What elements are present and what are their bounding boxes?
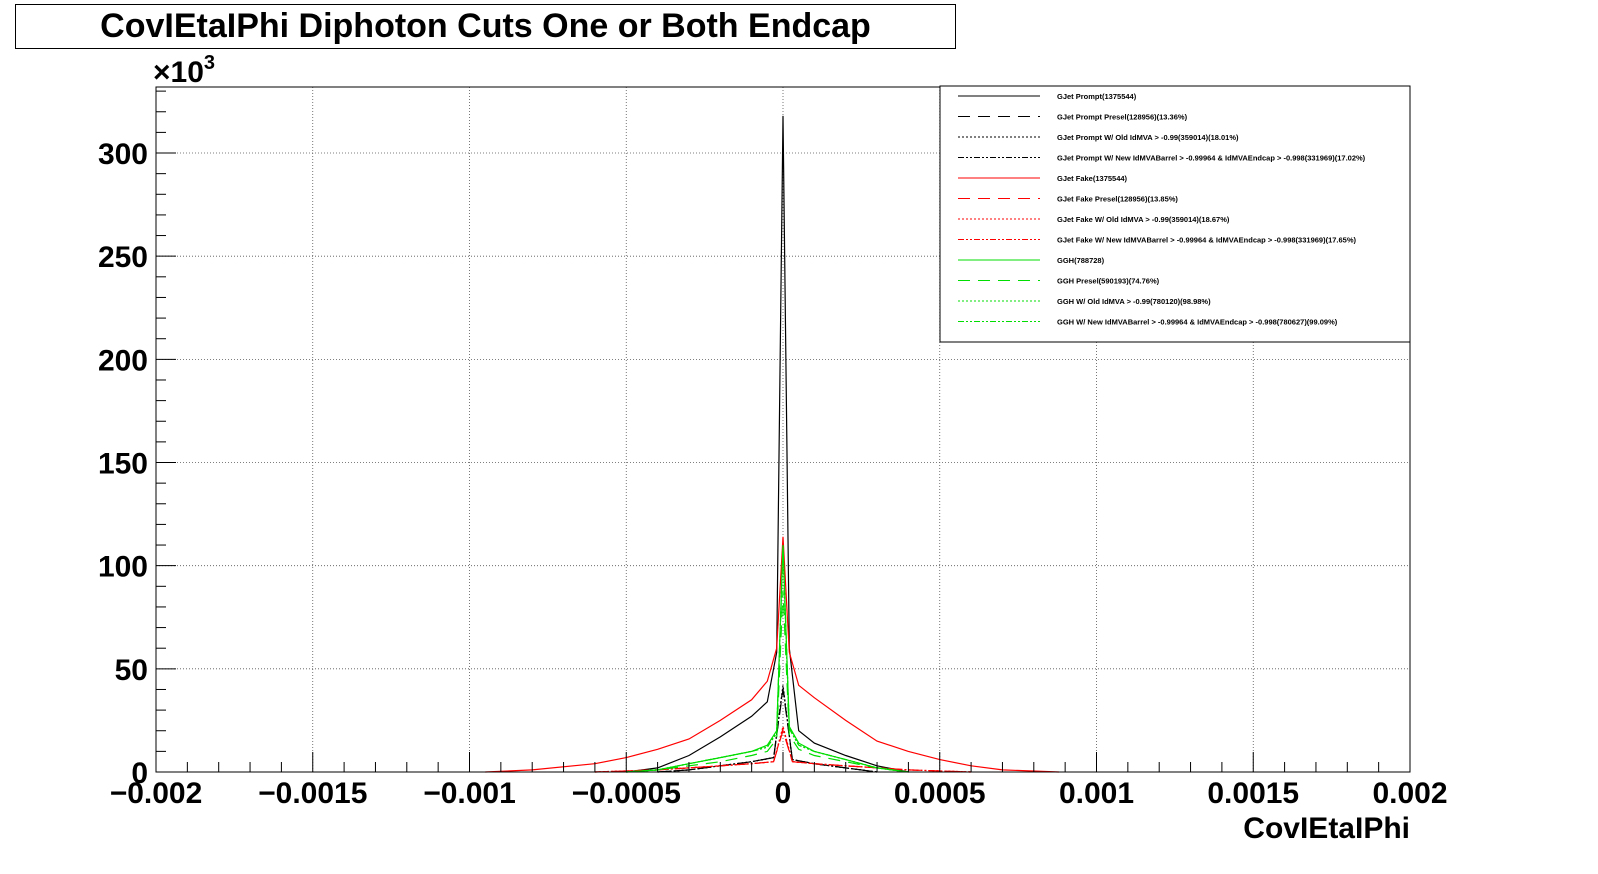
chart-title: CovIEtaIPhi Diphoton Cuts One or Both En… (100, 7, 871, 45)
x-axis-title: CovIEtaIPhi (1243, 812, 1410, 845)
y-multiplier-base: ×10 (153, 56, 204, 89)
legend-entry-label: GJet Prompt W/ Old IdMVA > -0.99(359014)… (1057, 133, 1239, 142)
legend-entry-label: GJet Fake W/ Old IdMVA > -0.99(359014)(1… (1057, 215, 1230, 224)
legend-entry-label: GJet Fake Presel(128956)(13.85%) (1057, 195, 1178, 204)
tick-labels: −0.002 −0.0015 −0.001 −0.0005 0 0.0005 0.001 0.… (98, 138, 1448, 810)
legend-entry-label: GJet Prompt(1375544) (1057, 92, 1137, 101)
y-tick-label: 100 (98, 551, 148, 584)
legend-entry-label: GGH W/ New IdMVABarrel > -0.99964 & IdMV… (1057, 318, 1338, 327)
y-tick-label: 200 (98, 344, 148, 377)
x-tick-label: 0 (775, 777, 792, 810)
legend-entry-label: GJet Prompt W/ New IdMVABarrel > -0.9996… (1057, 154, 1366, 163)
series-line-4 (657, 687, 878, 773)
series-line-11 (626, 549, 909, 773)
x-tick-label: −0.002 (110, 777, 203, 810)
y-tick-label: 0 (131, 757, 148, 790)
legend-entry-label: GGH W/ Old IdMVA > -0.99(780120)(98.98%) (1057, 297, 1211, 306)
legend-box (939, 85, 1411, 343)
legend: GJet Prompt(1375544) GJet Prompt Presel(1… (939, 85, 1411, 343)
y-tick-label: 250 (98, 241, 148, 274)
legend-entry-label: GJet Prompt Presel(128956)(13.36%) (1057, 113, 1188, 122)
y-tick-label: 300 (98, 138, 148, 171)
y-multiplier-exponent: 3 (204, 52, 215, 74)
legend-entry-label: GJet Fake(1375544) (1057, 174, 1128, 183)
x-tick-label: −0.001 (423, 777, 516, 810)
y-axis-multiplier: ×103 (153, 52, 215, 89)
x-tick-label: 0.001 (1059, 777, 1134, 810)
series-line-12 (626, 547, 909, 773)
axis-ticks (155, 90, 1411, 773)
series-line-2 (657, 689, 878, 773)
series-line-5 (485, 536, 1059, 773)
x-tick-label: 0.0015 (1207, 777, 1299, 810)
series-line-9 (626, 544, 909, 773)
x-tick-label: 0.0005 (894, 777, 986, 810)
legend-entry-label: GJet Fake W/ New IdMVABarrel > -0.99964 … (1057, 236, 1357, 245)
y-tick-label: 50 (115, 654, 148, 687)
legend-entry-label: GGH Presel(590193)(74.76%) (1057, 277, 1160, 286)
series-layer (485, 115, 1059, 773)
legend-entry-label: GGH(788728) (1057, 256, 1105, 265)
series-line-8 (594, 726, 972, 773)
series-line-10 (626, 590, 909, 773)
x-tick-label: −0.0005 (572, 777, 681, 810)
y-tick-label: 150 (98, 448, 148, 481)
chart-title-box: CovIEtaIPhi Diphoton Cuts One or Both En… (15, 4, 956, 49)
x-tick-label: −0.0015 (258, 777, 367, 810)
series-line-1 (626, 115, 909, 773)
x-tick-label: 0.002 (1372, 777, 1447, 810)
